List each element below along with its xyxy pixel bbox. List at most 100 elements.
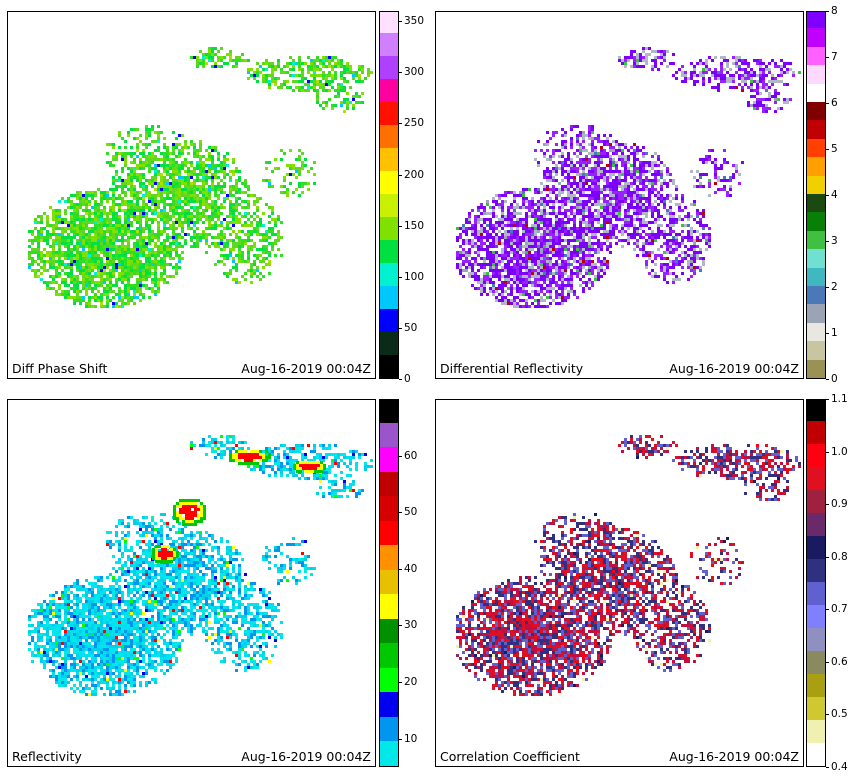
colorbar-tick-mark	[399, 512, 402, 513]
colorbar-segment	[807, 581, 825, 605]
colorbar-segment	[807, 604, 825, 628]
radar-echo-field	[28, 47, 373, 308]
colorbar-tick-mark	[826, 287, 829, 288]
colorbar-segment	[380, 124, 398, 148]
colorbar-segment	[380, 716, 398, 742]
colorbar-tick-label: 0.5	[831, 708, 848, 721]
colorbar-tick-mark	[826, 504, 829, 505]
colorbar-tick-mark	[826, 103, 829, 104]
colorbar-segment	[807, 359, 825, 378]
colorbar-tick-mark	[399, 682, 402, 683]
colorbar-segment	[807, 719, 825, 743]
colorbar-segment	[380, 308, 398, 332]
colorbar-segment	[807, 193, 825, 213]
colorbar-segment	[807, 696, 825, 720]
panel-timestamp: Aug-16-2019 00:04Z	[669, 749, 799, 764]
radar-map-diff-phase-shift: Diff Phase Shift Aug-16-2019 00:04Z	[7, 11, 376, 379]
colorbar-segment	[807, 175, 825, 194]
colorbar-tick-label: 0	[404, 373, 411, 385]
colorbar-segment	[380, 147, 398, 171]
colorbar-diff-phase-shift	[379, 11, 399, 379]
panel-timestamp: Aug-16-2019 00:04Z	[241, 361, 371, 376]
colorbar-segment	[807, 285, 825, 305]
colorbar-segment	[807, 211, 825, 231]
colorbar-tick-label: 0.7	[831, 603, 848, 616]
colorbar-segment	[807, 489, 825, 513]
colorbar-tick-mark	[826, 609, 829, 610]
colorbar-segment	[807, 119, 825, 139]
colorbar-tick-label: 30	[404, 619, 418, 632]
colorbar-tick-label: 3	[831, 235, 838, 247]
colorbar-tick-mark	[826, 714, 829, 715]
colorbar-tick-mark	[399, 277, 402, 278]
colorbar-tick-label: 20	[404, 676, 418, 689]
radar-echo-field	[28, 435, 373, 696]
colorbar-tick-label: 1.1	[831, 393, 848, 405]
colorbar-segment	[380, 400, 398, 423]
colorbar-tick-mark	[826, 452, 829, 453]
colorbar-segment	[380, 691, 398, 717]
colorbar-tick-mark	[399, 21, 402, 22]
colorbar-tick-label: 100	[404, 270, 425, 283]
colorbar-segment	[380, 78, 398, 102]
colorbar-segment	[380, 740, 398, 766]
colorbar-segment	[380, 642, 398, 668]
colorbar-tick-label: 10	[404, 732, 418, 745]
colorbar-segment	[380, 471, 398, 497]
colorbar-tick-label: 50	[404, 321, 418, 334]
colorbar-differential-reflectivity	[806, 11, 826, 379]
colorbar-segment	[380, 446, 398, 472]
colorbar-tick-label: 4	[831, 189, 838, 201]
colorbar-tick-mark	[399, 739, 402, 740]
colorbar-segment	[807, 400, 825, 421]
colorbar-segment	[807, 101, 825, 121]
colorbar-segment	[807, 64, 825, 84]
colorbar-tick-mark	[826, 57, 829, 58]
panel-timestamp: Aug-16-2019 00:04Z	[669, 361, 799, 376]
colorbar-segment	[807, 466, 825, 490]
colorbar-tick-label: 0.9	[831, 498, 848, 511]
radar-map-reflectivity: Reflectivity Aug-16-2019 00:04Z	[7, 399, 376, 767]
colorbar-segment	[807, 138, 825, 158]
colorbar-correlation-coefficient	[806, 399, 826, 767]
colorbar-tick-label: 350	[404, 15, 425, 28]
colorbar-tick-mark	[399, 72, 402, 73]
colorbar-segment	[380, 55, 398, 79]
colorbar-tick-mark	[399, 456, 402, 457]
colorbar-tick-label: 2	[831, 281, 838, 293]
colorbar-segment	[380, 32, 398, 56]
colorbar-segment	[380, 285, 398, 309]
colorbar-reflectivity	[379, 399, 399, 767]
colorbar-segment	[807, 627, 825, 651]
colorbar-segment	[807, 535, 825, 559]
colorbar-segment	[807, 650, 825, 674]
colorbar-segment	[380, 262, 398, 286]
colorbar-tick-label: 0.4	[831, 761, 848, 773]
colorbar-tick-mark	[826, 379, 829, 380]
colorbar-tick-label: 50	[404, 506, 418, 519]
colorbar-tick-label: 0.6	[831, 655, 848, 668]
colorbar-tick-mark	[826, 662, 829, 663]
colorbar-tick-label: 200	[404, 168, 425, 181]
colorbar-segment	[380, 421, 398, 448]
colorbar-segment	[807, 83, 825, 102]
colorbar-tick-label: 0.8	[831, 550, 848, 563]
colorbar-segment	[380, 618, 398, 644]
colorbar-tick-label: 250	[404, 117, 425, 130]
panel-title: Differential Reflectivity	[440, 361, 584, 376]
colorbar-tick-mark	[399, 379, 402, 380]
colorbar-tick-label: 150	[404, 219, 425, 232]
radar-map-correlation-coefficient: Correlation Coefficient Aug-16-2019 00:0…	[435, 399, 804, 767]
colorbar-segment	[807, 230, 825, 250]
colorbar-tick-mark	[399, 123, 402, 124]
colorbar-segment	[807, 558, 825, 582]
colorbar-tick-mark	[399, 175, 402, 176]
colorbar-segment	[807, 742, 825, 766]
colorbar-tick-label: 5	[831, 143, 838, 155]
colorbar-segment	[807, 12, 825, 29]
colorbar-tick-mark	[826, 195, 829, 196]
colorbar-segment	[380, 216, 398, 240]
colorbar-tick-mark	[399, 226, 402, 227]
colorbar-segment	[380, 593, 398, 619]
colorbar-tick-label: 0	[831, 373, 838, 385]
